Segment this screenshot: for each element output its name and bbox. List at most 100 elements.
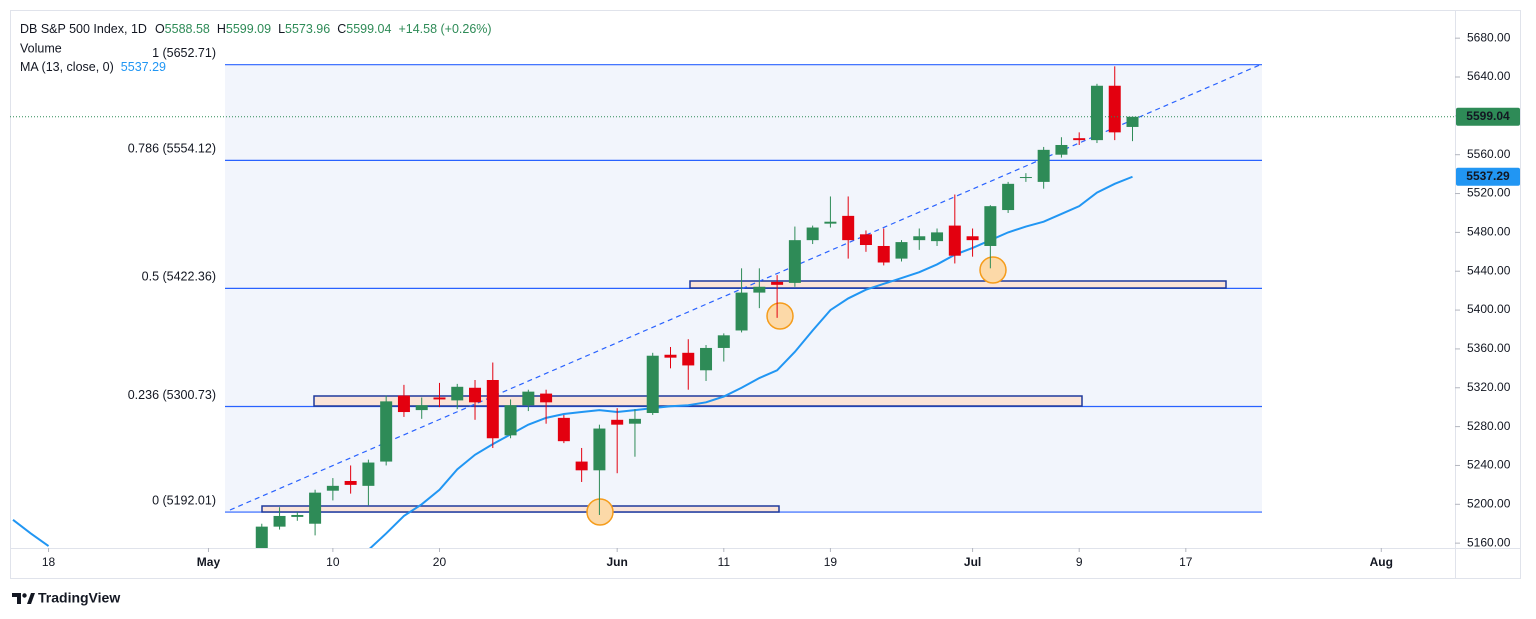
candle-body [255,526,268,548]
highlight-circle [766,302,794,330]
drawings [229,63,1263,526]
candle-body [628,418,641,424]
y-tick-label: 5520.00 [1467,186,1511,200]
y-tick-label: 5320.00 [1467,380,1511,394]
candle-body [735,292,748,331]
x-tick-label: Jun [607,555,628,569]
x-tick-label: 20 [433,555,447,569]
candle-body [451,386,464,401]
candle-body [859,234,872,246]
candle-body [433,397,446,400]
candle-body [1002,183,1015,211]
support-zone [313,395,1083,407]
legend-header: DB S&P 500 Index, 1D O5588.58 H5599.09 L557… [20,22,492,36]
ma-line [12,175,1133,548]
candle-body [1126,116,1139,127]
ma-price-label: 5537.29 [1466,169,1510,183]
y-tick-label: 5640.00 [1467,69,1511,83]
ohlc-key: H [217,22,226,36]
candle-body [682,352,695,366]
y-tick-label: 5400.00 [1467,302,1511,316]
trend-line [229,63,1263,511]
candle-body [1073,138,1086,141]
fib-label: 0.236 (5300.73) [128,388,216,402]
candle-body [540,393,553,403]
ma-name: MA (13, close, 0) [20,60,114,74]
fib-label: 0.786 (5554.12) [128,142,216,156]
candle-body [309,492,322,524]
data-layer [10,66,1455,548]
candle-body [415,405,428,411]
logo-mark [22,593,27,598]
ma-badge [1456,167,1520,186]
x-tick-label: 10 [326,555,340,569]
candle-body [824,221,837,224]
ma-legend: MA (13, close, 0) 5537.29 [20,60,166,74]
logo-mark [12,593,21,604]
y-tick-label: 5160.00 [1467,535,1511,549]
candle-body [1019,177,1032,179]
candle-body [1090,85,1103,141]
ohlc-key: L [278,22,285,36]
ma-value: 5537.29 [121,60,166,74]
candle-body [326,485,339,491]
x-tick-label: 19 [824,555,838,569]
x-tick-label: 11 [718,555,731,569]
candle-body [984,206,997,246]
candle-body [664,354,677,358]
ohlc-value: 5588.58 [165,22,210,36]
ohlc-key: C [337,22,346,36]
candle-body [948,225,961,256]
candle-body [291,514,304,517]
candle-body [397,395,410,413]
candle-body [593,428,606,471]
candle-body [717,335,730,348]
candle-body [380,401,393,462]
fib-label: 0.5 (5422.36) [142,270,216,284]
candle-body [646,355,659,414]
y-tick-label: 5200.00 [1467,496,1511,510]
volume-legend: Volume [20,41,62,55]
candle-body [273,515,286,527]
symbol-title: DB S&P 500 Index, 1D [20,22,147,36]
candle-body [1037,149,1050,182]
ohlc-key: O [155,22,165,36]
fib-label: 0 (5192.01) [152,493,216,507]
brand-name: TradingView [38,590,120,606]
y-tick-label: 5240.00 [1467,458,1511,472]
ohlc-value: 5599.04 [346,22,391,36]
candle-body [362,462,375,486]
candle-body [700,347,713,371]
fib-label: 1 (5652.71) [152,46,216,60]
candle-body [931,232,944,242]
candle-body [753,286,766,293]
candle-body [1055,144,1068,155]
chart-frame [10,10,1521,579]
ohlc-value: 5573.96 [285,22,330,36]
candle-body [806,227,819,241]
y-tick-label: 5280.00 [1467,419,1511,433]
brand-logo: TradingView [12,590,120,606]
x-tick-label: 9 [1076,555,1083,569]
support-zone [689,280,1227,289]
candle-body [344,480,357,485]
change: +14.58 (+0.26%) [398,22,491,36]
y-tick-label: 5680.00 [1467,30,1511,44]
candle-body [522,391,535,406]
x-tick-label: 18 [42,555,56,569]
y-tick-label: 5440.00 [1467,263,1511,277]
candle-body [913,236,926,241]
x-tick-label: Jul [964,555,981,569]
candle-body [1108,85,1121,133]
highlight-circle [979,256,1007,284]
last-price-label: 5599.04 [1466,109,1510,123]
y-tick-label: 5480.00 [1467,225,1511,239]
x-tick-label: 17 [1179,555,1193,569]
candle-body [557,417,570,442]
x-tick-label: May [197,555,221,569]
y-tick-label: 5360.00 [1467,341,1511,355]
candle-body [895,242,908,259]
candle-body [966,236,979,241]
ohlc-value: 5599.09 [226,22,271,36]
